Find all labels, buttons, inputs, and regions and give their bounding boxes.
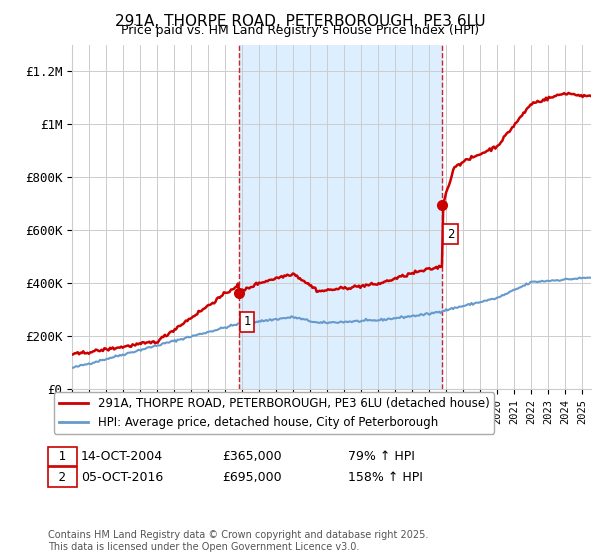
Text: 14-OCT-2004: 14-OCT-2004 (81, 450, 163, 463)
Text: 158% ↑ HPI: 158% ↑ HPI (348, 470, 423, 484)
Text: 1: 1 (244, 315, 251, 328)
Text: 2: 2 (447, 228, 455, 241)
Text: Contains HM Land Registry data © Crown copyright and database right 2025.
This d: Contains HM Land Registry data © Crown c… (48, 530, 428, 552)
Text: £695,000: £695,000 (222, 470, 281, 484)
Text: 79% ↑ HPI: 79% ↑ HPI (348, 450, 415, 463)
Text: 1: 1 (51, 450, 74, 463)
Text: £365,000: £365,000 (222, 450, 281, 463)
Text: 2: 2 (51, 470, 74, 484)
Text: 05-OCT-2016: 05-OCT-2016 (81, 470, 163, 484)
Text: 291A, THORPE ROAD, PETERBOROUGH, PE3 6LU: 291A, THORPE ROAD, PETERBOROUGH, PE3 6LU (115, 14, 485, 29)
Text: Price paid vs. HM Land Registry's House Price Index (HPI): Price paid vs. HM Land Registry's House … (121, 24, 479, 37)
Legend: 291A, THORPE ROAD, PETERBOROUGH, PE3 6LU (detached house), HPI: Average price, d: 291A, THORPE ROAD, PETERBOROUGH, PE3 6LU… (54, 393, 494, 433)
